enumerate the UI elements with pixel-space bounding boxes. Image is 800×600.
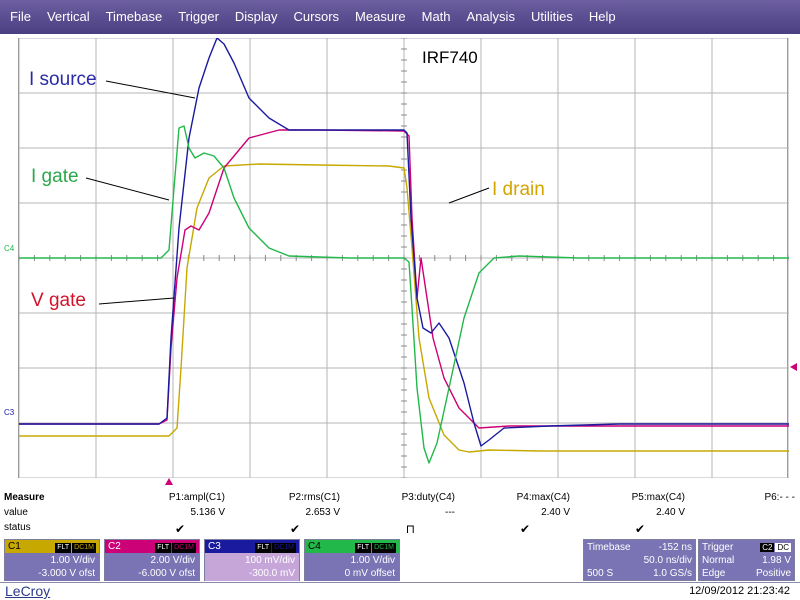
menu-timebase[interactable]: Timebase [105,9,163,24]
channel-name: C2 [108,541,121,552]
scope-display[interactable]: IRF740 I source I gate V gate I drain [18,38,789,478]
measure-p1-value: 5.136 V [190,507,225,518]
measure-p2-name[interactable]: P2:rms(C1) [288,492,340,503]
c3-offset-marker[interactable]: C3 [4,408,15,417]
offset: -3.000 V ofst [38,568,95,579]
measure-row-label: status [4,522,31,533]
menu-file[interactable]: File [10,9,31,24]
sample-count: 500 S [587,568,614,579]
volts-per-div: 2.00 V/div [150,555,195,566]
filter-badge: FLT [155,542,172,553]
v-gate-label: V gate [31,290,86,311]
volts-per-div: 100 mV/div [244,555,295,566]
channel-name: C3 [208,541,221,552]
coupling-badge: DC1M [72,542,96,553]
trigger-position-icon[interactable] [165,478,173,485]
c4-trace-i-gate [19,125,789,464]
measure-p5-name[interactable]: P5:max(C4) [631,492,685,503]
measure-row-measure: Measure P1:ampl(C1) P2:rms(C1) P3:duty(C4) P… [0,492,800,507]
menu-analysis[interactable]: Analysis [466,9,515,24]
channel-name: C1 [8,541,21,552]
measure-p5-status: ✔ [634,522,645,536]
coupling-badge: DC1M [272,542,296,553]
menu-math[interactable]: Math [421,9,451,24]
i-drain-label: I drain [492,179,545,200]
label-leader-line [98,297,175,305]
measure-p2-value: 2.653 V [305,507,340,518]
offset: -300.0 mV [248,568,295,579]
c3-trace-i-source [19,38,789,447]
menu-vertical[interactable]: Vertical [46,9,90,24]
menu-utilities[interactable]: Utilities [530,9,573,24]
filter-badge: FLT [355,542,372,553]
screen-title: IRF740 [422,48,478,67]
datetime: 12/09/2012 21:23:42 [689,585,790,597]
measure-p1-status: ✔ [174,522,185,536]
measure-p2-status: ✔ [289,522,300,536]
measure-row-value: value 5.136 V 2.653 V --- 2.40 V 2.40 V [0,507,800,522]
trigger-level: 1.98 V [762,555,791,566]
menu-trigger[interactable]: Trigger [178,9,219,24]
channel-descriptor-c3[interactable]: C3 FLT DC1M 100 mV/div -300.0 mV [204,539,300,581]
menu-help[interactable]: Help [588,9,616,24]
measure-p4-value: 2.40 V [541,507,570,518]
channel-descriptor-c2[interactable]: C2 FLT DC1M 2.00 V/div -6.000 V ofst [104,539,200,581]
measure-p1-name[interactable]: P1:ampl(C1) [168,492,225,503]
i-gate-label: I gate [31,166,79,187]
trigger-type: Edge [702,568,726,579]
menu-cursors[interactable]: Cursors [293,9,340,24]
menu-measure[interactable]: Measure [355,9,406,24]
timebase-descriptor[interactable]: Timebase -152 ns 50.0 ns/div 500 S 1.0 GS/s [583,539,696,581]
trigger-coupling-badge: DC [775,543,791,552]
channel-name: C4 [308,541,321,552]
trigger-slope: Positive [755,568,791,579]
offset: 0 mV offset [344,568,395,579]
measure-row-label: value [4,507,28,518]
channel-descriptor-c4[interactable]: C4 FLT DC1M 1.00 V/div 0 mV offset [304,539,400,581]
c4-offset-marker[interactable]: C4 [4,244,15,253]
measure-p4-status: ✔ [519,522,530,536]
menu-display[interactable]: Display [234,9,278,24]
volts-per-div: 1.00 V/div [50,555,95,566]
offset: -6.000 V ofst [138,568,195,579]
i-source-label: I source [29,69,97,90]
channel-descriptor-c1[interactable]: C1 FLT DC1M 1.00 V/div -3.000 V ofst [4,539,100,581]
measure-p6-name[interactable]: P6:- - - [764,492,795,503]
label-leader-line [105,80,196,99]
trigger-mode: Normal [702,555,735,566]
c1-trace-i-drain [19,163,789,453]
timebase-div: 50.0 ns/div [643,555,692,566]
timebase-delay: -152 ns [658,542,692,553]
label-leader-line [85,177,170,201]
filter-badge: FLT [55,542,72,553]
trigger-source-badge: C2 [760,543,775,552]
volts-per-div: 1.00 V/div [350,555,395,566]
filter-badge: FLT [255,542,272,553]
coupling-badge: DC1M [372,542,396,553]
measure-p3-name[interactable]: P3:duty(C4) [401,492,455,503]
coupling-badge: DC1M [172,542,196,553]
trigger-descriptor[interactable]: Trigger C2 DC Normal 1.98 V Edge Positive [698,539,795,581]
label-leader-line [448,187,490,204]
brand-logo: LeCroy [5,583,51,599]
sample-rate: 1.0 GS/s [653,568,692,579]
measure-p5-value: 2.40 V [656,507,685,518]
timebase-label: Timebase [587,542,631,553]
menu-bar: File Vertical Timebase Trigger Display Cursor… [0,0,800,34]
measure-p3-status: ⊓ [405,522,415,536]
measure-table: Measure P1:ampl(C1) P2:rms(C1) P3:duty(C4) P… [0,490,800,538]
waveform-canvas [19,38,789,478]
trigger-label: Trigger [702,542,734,553]
trigger-level-icon[interactable] [790,363,797,371]
measure-row-status: status ✔ ✔ ⊓ ✔ ✔ [0,522,800,537]
measure-p4-name[interactable]: P4:max(C4) [516,492,570,503]
measure-p3-value: --- [445,507,455,518]
footer-divider [0,582,800,583]
measure-row-label: Measure [4,492,45,503]
